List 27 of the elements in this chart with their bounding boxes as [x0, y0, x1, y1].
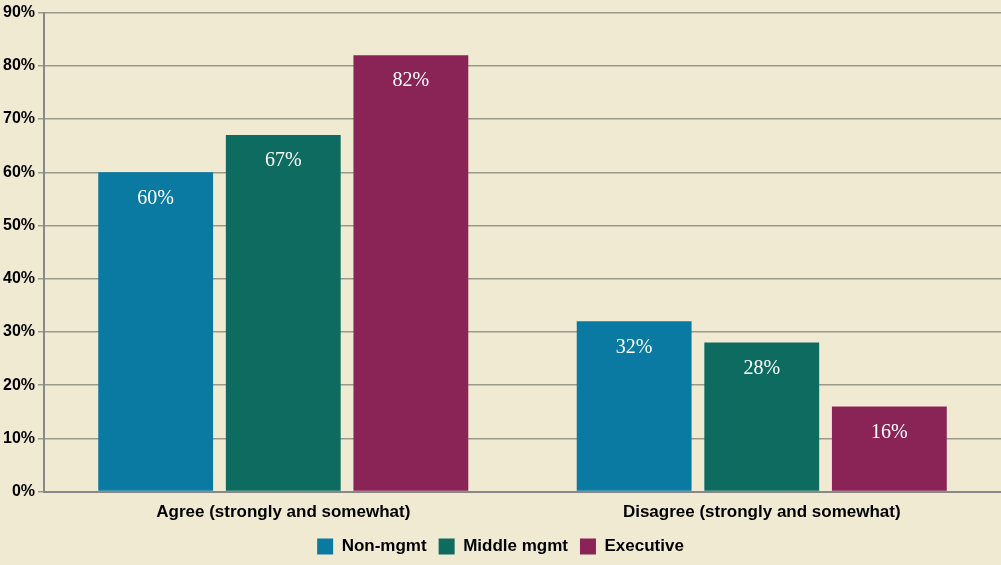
data-label: 32% — [615, 334, 653, 357]
legend-label: Non-mgmt — [341, 536, 427, 556]
y-tick-label: 40% — [2, 269, 36, 287]
data-label: 28% — [743, 355, 781, 378]
data-label: 16% — [871, 419, 908, 442]
bar — [225, 135, 341, 491]
y-tick-label: 70% — [2, 109, 36, 127]
legend-label: Executive — [604, 536, 684, 556]
y-tick-label: 0% — [11, 482, 36, 500]
data-label: 60% — [137, 185, 175, 208]
bar — [704, 342, 820, 491]
x-tick-label: Disagree (strongly and somewhat) — [622, 502, 901, 522]
y-tick-label: 90% — [2, 3, 36, 21]
bar — [831, 406, 947, 491]
y-tick-label: 60% — [2, 162, 36, 180]
bar — [98, 172, 214, 491]
x-tick-label: Agree (strongly and somewhat) — [156, 502, 411, 522]
y-tick-label: 20% — [2, 375, 36, 393]
y-tick-label: 30% — [2, 322, 36, 340]
y-tick-label: 10% — [2, 428, 36, 446]
y-tick-label: 50% — [2, 215, 36, 233]
data-label: 67% — [264, 148, 302, 171]
y-tick-label: 80% — [2, 56, 36, 74]
bar — [576, 321, 692, 491]
bar — [353, 55, 469, 491]
legend-label: Middle mgmt — [463, 536, 569, 556]
data-label: 82% — [392, 68, 430, 91]
